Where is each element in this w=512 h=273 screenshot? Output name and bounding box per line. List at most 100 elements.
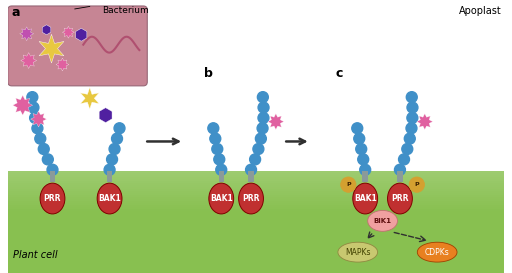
Ellipse shape: [353, 183, 378, 214]
Circle shape: [30, 112, 40, 123]
Polygon shape: [8, 185, 504, 187]
Text: PRR: PRR: [391, 194, 409, 203]
Bar: [248, 171, 254, 182]
Circle shape: [109, 144, 120, 155]
Text: BAK1: BAK1: [98, 194, 121, 203]
Bar: [219, 171, 224, 182]
Circle shape: [106, 154, 118, 165]
FancyBboxPatch shape: [8, 6, 147, 86]
Circle shape: [407, 102, 418, 113]
Ellipse shape: [368, 210, 397, 231]
Text: BIK1: BIK1: [374, 218, 392, 224]
Circle shape: [35, 133, 46, 144]
Circle shape: [253, 144, 264, 155]
Circle shape: [360, 164, 371, 175]
Circle shape: [354, 133, 365, 144]
Polygon shape: [8, 181, 504, 183]
Circle shape: [28, 102, 39, 113]
Ellipse shape: [97, 183, 122, 214]
Circle shape: [214, 154, 225, 165]
Polygon shape: [8, 171, 504, 273]
Circle shape: [208, 123, 219, 134]
Circle shape: [356, 144, 367, 155]
Polygon shape: [8, 173, 504, 175]
Circle shape: [404, 133, 415, 144]
Polygon shape: [42, 25, 51, 35]
Polygon shape: [8, 175, 504, 177]
Circle shape: [402, 144, 413, 155]
Text: BAK1: BAK1: [354, 194, 376, 203]
Text: Apoplast: Apoplast: [459, 6, 502, 16]
Polygon shape: [31, 111, 47, 127]
Bar: [362, 171, 368, 182]
Circle shape: [246, 164, 257, 175]
Polygon shape: [13, 95, 33, 115]
Circle shape: [210, 133, 221, 144]
Polygon shape: [80, 87, 99, 109]
Circle shape: [255, 133, 266, 144]
Circle shape: [32, 123, 43, 134]
Text: PRR: PRR: [242, 194, 260, 203]
Polygon shape: [8, 187, 504, 189]
Circle shape: [212, 144, 223, 155]
Polygon shape: [8, 189, 504, 191]
Circle shape: [258, 112, 269, 123]
Ellipse shape: [239, 183, 264, 214]
Circle shape: [340, 177, 356, 192]
Polygon shape: [8, 195, 504, 197]
Text: PRR: PRR: [44, 194, 61, 203]
Text: b: b: [204, 67, 213, 80]
Circle shape: [352, 123, 362, 134]
Circle shape: [257, 123, 268, 134]
Polygon shape: [62, 26, 74, 38]
Polygon shape: [56, 58, 69, 71]
Text: P: P: [346, 182, 351, 187]
Polygon shape: [8, 179, 504, 181]
Text: MAPKs: MAPKs: [345, 248, 371, 257]
Text: c: c: [335, 67, 343, 80]
Circle shape: [407, 112, 418, 123]
Circle shape: [398, 154, 410, 165]
Ellipse shape: [209, 183, 233, 214]
Circle shape: [104, 164, 115, 175]
Circle shape: [42, 154, 53, 165]
Polygon shape: [39, 34, 64, 63]
Circle shape: [358, 154, 369, 165]
Circle shape: [409, 177, 424, 192]
Polygon shape: [8, 197, 504, 199]
Polygon shape: [20, 27, 34, 41]
Circle shape: [112, 133, 122, 144]
Polygon shape: [8, 183, 504, 185]
Ellipse shape: [338, 242, 378, 262]
Circle shape: [47, 164, 58, 175]
Polygon shape: [8, 171, 504, 173]
Bar: [397, 171, 402, 182]
Ellipse shape: [388, 183, 412, 214]
Circle shape: [250, 154, 261, 165]
Circle shape: [394, 164, 406, 175]
Circle shape: [114, 123, 125, 134]
Text: CDPKs: CDPKs: [425, 248, 450, 257]
Text: a: a: [12, 6, 20, 19]
Text: P: P: [415, 182, 419, 187]
Polygon shape: [20, 53, 36, 69]
Bar: [50, 171, 55, 182]
Circle shape: [258, 102, 269, 113]
Circle shape: [27, 92, 38, 103]
Polygon shape: [268, 114, 284, 130]
Circle shape: [407, 92, 417, 103]
Polygon shape: [76, 28, 87, 41]
Polygon shape: [8, 193, 504, 195]
Text: Plant cell: Plant cell: [13, 250, 57, 260]
Polygon shape: [8, 177, 504, 179]
Ellipse shape: [40, 183, 65, 214]
Circle shape: [258, 92, 268, 103]
Polygon shape: [99, 108, 112, 123]
Ellipse shape: [417, 242, 457, 262]
Polygon shape: [8, 199, 504, 201]
Text: BAK1: BAK1: [210, 194, 232, 203]
Polygon shape: [8, 191, 504, 193]
Circle shape: [406, 123, 417, 134]
Bar: [107, 171, 112, 182]
Circle shape: [38, 144, 49, 155]
